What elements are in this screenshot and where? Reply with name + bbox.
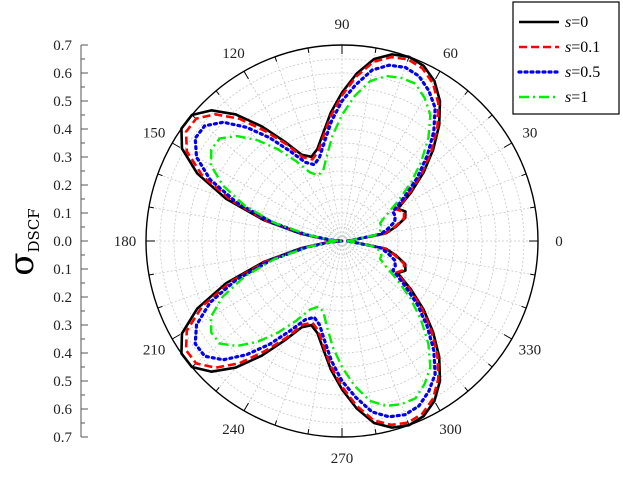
angle-tick-mark	[148, 206, 154, 209]
angle-label: 150	[143, 126, 166, 142]
angle-tick-mark	[215, 386, 220, 392]
radial-tick-label: 0.4	[53, 122, 72, 138]
grid-spoke	[215, 240, 343, 392]
grid-spoke	[341, 90, 469, 242]
legend-label: s=0	[565, 14, 588, 31]
radial-tick-label: 0.3	[53, 318, 72, 334]
angle-tick-mark	[464, 90, 469, 96]
grid-spoke	[307, 240, 343, 435]
series-lines	[180, 53, 442, 429]
angle-tick-mark	[172, 334, 181, 340]
grid-spoke	[341, 173, 527, 242]
grid-spoke	[243, 71, 343, 242]
legend-box	[512, 1, 620, 115]
grid-spoke	[172, 142, 343, 242]
angle-label: 0	[555, 234, 563, 250]
angle-tick-mark	[215, 90, 220, 96]
radial-tick-label: 0.2	[53, 290, 72, 306]
grid-spoke	[172, 240, 343, 340]
polar-grid	[145, 44, 539, 438]
angle-label: 240	[222, 422, 245, 438]
grid-spoke	[191, 240, 343, 368]
angle-label: 210	[143, 343, 166, 359]
angle-tick-mark	[487, 114, 493, 119]
grid-spoke	[191, 114, 343, 242]
angle-label: 30	[522, 126, 537, 142]
radial-tick-label: 0.6	[53, 66, 72, 82]
legend: s=0 s=0.1 s=0.5 s=1	[512, 1, 620, 115]
series-line-s-0-1	[184, 55, 440, 427]
angle-label: 60	[443, 46, 458, 62]
angle-label: 180	[114, 234, 137, 250]
angle-tick-mark	[464, 386, 469, 392]
angle-tick-mark	[157, 173, 163, 177]
angle-tick-mark	[435, 402, 441, 411]
radial-tick-label: 0.1	[53, 206, 72, 222]
radial-tick-label: 0.5	[53, 374, 72, 390]
angle-tick-labels: 0 30 60 90 120 150 180 210 240 270 300 330	[114, 17, 563, 467]
grid-spoke	[274, 56, 343, 242]
angle-tick-mark	[374, 429, 377, 435]
radial-tick-label: 0.7	[53, 38, 72, 54]
grid-spoke	[341, 240, 527, 309]
grid-spoke	[243, 240, 343, 411]
radial-tick-label: 0.0	[53, 234, 72, 250]
radial-tick-label: 0.1	[53, 262, 72, 278]
radial-axis: 0.7 0.6 0.5 0.4 0.3 0.2 0.1 0.0 0.1 0.2 0.3 0.4 0.5 0…	[53, 38, 88, 446]
legend-label: s=0.5	[565, 64, 600, 81]
angle-tick-mark	[274, 56, 278, 62]
angle-tick-mark	[274, 420, 278, 426]
legend-label: s=1	[565, 89, 588, 106]
angle-tick-mark	[521, 305, 527, 309]
grid-spoke	[215, 90, 343, 242]
angle-tick-mark	[487, 363, 493, 368]
angle-label: 270	[331, 451, 354, 467]
angle-tick-mark	[521, 173, 527, 177]
series-line-s-0-5	[193, 63, 437, 419]
angle-tick-mark	[530, 206, 536, 209]
angle-label: 90	[335, 17, 350, 33]
angle-tick-mark	[503, 142, 512, 148]
angle-tick-mark	[172, 142, 181, 148]
angle-tick-mark	[435, 71, 441, 80]
grid-spoke	[341, 240, 410, 426]
angle-label: 120	[222, 46, 245, 62]
radial-tick-label: 0.2	[53, 178, 72, 194]
angle-tick-mark	[243, 71, 249, 80]
radial-tick-label: 0.5	[53, 94, 72, 110]
grid-spoke	[341, 56, 410, 242]
legend-label: s=0.1	[565, 39, 600, 56]
y-axis-label-subscript: DSCF	[25, 208, 43, 252]
radial-tick-label: 0.6	[53, 402, 72, 418]
grid-spoke	[341, 240, 469, 392]
series-line-s-1	[209, 74, 432, 408]
grid-spoke	[157, 173, 343, 242]
angle-tick-mark	[243, 402, 249, 411]
angle-tick-mark	[148, 273, 154, 276]
angle-tick-mark	[307, 429, 310, 435]
radial-tick-label: 0.7	[53, 430, 72, 446]
angle-tick-mark	[530, 273, 536, 276]
grid-spoke	[341, 142, 512, 242]
grid-spoke	[274, 240, 343, 426]
radial-tick-label: 0.3	[53, 150, 72, 166]
grid-spoke	[341, 240, 441, 411]
grid-spoke	[341, 47, 377, 242]
grid-spoke	[341, 240, 512, 340]
grid-spoke	[341, 240, 377, 435]
y-axis-label-symbol: σ	[2, 252, 42, 275]
grid-spoke	[157, 240, 343, 309]
angle-tick-mark	[503, 334, 512, 340]
grid-spoke	[341, 71, 441, 242]
angle-tick-mark	[157, 305, 163, 309]
angle-tick-mark	[374, 47, 377, 53]
angle-label: 300	[439, 422, 462, 438]
y-axis-label: σDSCF	[2, 208, 43, 275]
radial-tick-label: 0.4	[53, 346, 72, 362]
angle-tick-mark	[307, 47, 310, 53]
angle-label: 330	[519, 343, 542, 359]
